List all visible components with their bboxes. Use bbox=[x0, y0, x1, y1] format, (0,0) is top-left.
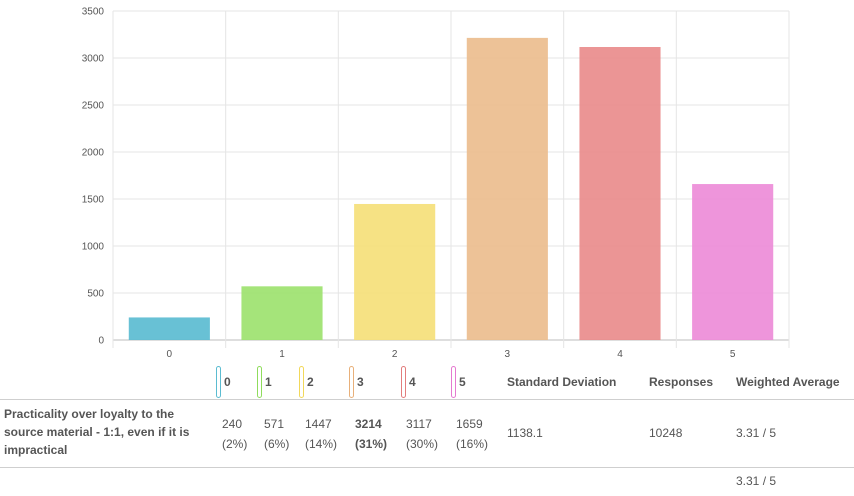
bar-4 bbox=[579, 47, 661, 340]
cell-1-count: 571 bbox=[264, 417, 285, 431]
cell-4-count: 3117 bbox=[406, 417, 432, 431]
y-tick-label-3000: 3000 bbox=[82, 54, 105, 65]
legend-label-4: 4 bbox=[409, 375, 416, 389]
legend-item-4[interactable]: 4 bbox=[401, 364, 416, 400]
cell-0: 240 (2%) bbox=[222, 414, 247, 454]
legend-swatch-3 bbox=[349, 366, 354, 398]
bar-2 bbox=[354, 203, 436, 340]
bar-1 bbox=[241, 286, 323, 340]
table-divider-bottom bbox=[0, 467, 854, 468]
legend-label-5: 5 bbox=[459, 375, 466, 389]
legend: 0 1 2 3 4 5 bbox=[0, 364, 854, 400]
bar-3 bbox=[466, 37, 548, 340]
std-dev-value: 1138.1 bbox=[507, 426, 543, 440]
y-tick-label-3500: 3500 bbox=[82, 7, 105, 18]
cell-3: 3214 (31%) bbox=[355, 414, 387, 454]
cell-5-pct: (16%) bbox=[456, 437, 489, 451]
legend-item-0[interactable]: 0 bbox=[216, 364, 231, 400]
header-std-dev: Standard Deviation bbox=[507, 375, 617, 389]
cell-5-count: 1659 bbox=[456, 417, 483, 431]
cell-4: 3117 (30%) bbox=[406, 414, 438, 454]
cell-0-count: 240 bbox=[222, 417, 243, 431]
table-divider-top bbox=[0, 399, 854, 400]
header-weighted-avg: Weighted Average bbox=[736, 375, 840, 389]
legend-swatch-1 bbox=[257, 366, 262, 398]
responses-value: 10248 bbox=[649, 426, 683, 440]
row-label: Practicality over loyalty to the source … bbox=[4, 407, 190, 457]
bar-chart: 0 500 1000 1500 2000 2500 3000 3500 0 1 2 3 4 5 bbox=[82, 7, 790, 360]
legend-item-1[interactable]: 1 bbox=[257, 364, 272, 400]
y-tick-label-2000: 2000 bbox=[82, 148, 105, 159]
x-tick-label-2: 2 bbox=[392, 349, 398, 360]
cell-4-pct: (30%) bbox=[406, 437, 439, 451]
cell-3-count: 3214 bbox=[355, 417, 382, 431]
header-responses: Responses bbox=[649, 375, 714, 389]
legend-label-3: 3 bbox=[357, 375, 364, 389]
x-tick-label-3: 3 bbox=[505, 349, 511, 360]
cell-0-pct: (2%) bbox=[222, 437, 248, 451]
legend-swatch-0 bbox=[216, 366, 221, 398]
legend-swatch-2 bbox=[299, 366, 304, 398]
x-tick-label-1: 1 bbox=[279, 349, 285, 360]
cell-2-pct: (14%) bbox=[305, 437, 338, 451]
weighted-avg-value: 3.31 / 5 bbox=[736, 426, 777, 440]
legend-label-0: 0 bbox=[224, 375, 231, 389]
cell-2-count: 1447 bbox=[305, 417, 332, 431]
y-tick-label-1500: 1500 bbox=[82, 195, 105, 206]
x-tick-label-5: 5 bbox=[730, 349, 736, 360]
cell-3-pct: (31%) bbox=[355, 437, 388, 451]
legend-item-3[interactable]: 3 bbox=[349, 364, 364, 400]
y-tick-label-500: 500 bbox=[87, 289, 104, 300]
y-tick-label-2500: 2500 bbox=[82, 101, 105, 112]
cell-1-pct: (6%) bbox=[264, 437, 290, 451]
legend-swatch-5 bbox=[451, 366, 456, 398]
legend-swatch-4 bbox=[401, 366, 406, 398]
cell-2: 1447 (14%) bbox=[305, 414, 337, 454]
legend-item-2[interactable]: 2 bbox=[299, 364, 314, 400]
legend-item-5[interactable]: 5 bbox=[451, 364, 466, 400]
cell-1: 571 (6%) bbox=[264, 414, 289, 454]
cell-5: 1659 (16%) bbox=[456, 414, 488, 454]
legend-label-2: 2 bbox=[307, 375, 314, 389]
legend-label-1: 1 bbox=[265, 375, 272, 389]
footer-weighted-avg: 3.31 / 5 bbox=[736, 474, 777, 488]
x-tick-label-4: 4 bbox=[617, 349, 623, 360]
y-tick-label-0: 0 bbox=[98, 336, 104, 347]
bar-0 bbox=[128, 317, 210, 340]
y-tick-label-1000: 1000 bbox=[82, 242, 105, 253]
bar-5 bbox=[692, 184, 774, 340]
x-tick-label-0: 0 bbox=[167, 349, 173, 360]
